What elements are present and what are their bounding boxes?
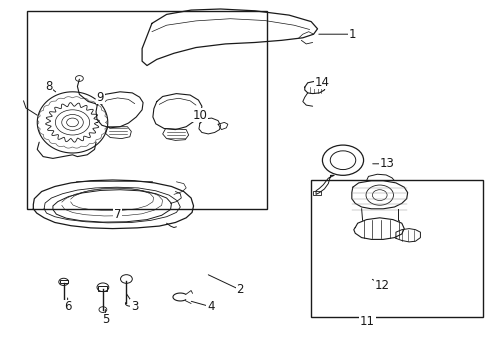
- Bar: [60, 280, 68, 283]
- Text: 5: 5: [101, 313, 109, 326]
- Bar: [311, 180, 483, 317]
- Text: 11: 11: [360, 315, 375, 328]
- Text: 3: 3: [131, 300, 139, 312]
- Text: 14: 14: [315, 76, 330, 89]
- Bar: [313, 191, 321, 195]
- Text: 6: 6: [64, 300, 72, 313]
- Text: 2: 2: [236, 283, 244, 296]
- Text: 4: 4: [207, 300, 215, 313]
- Text: 10: 10: [193, 109, 207, 122]
- Text: 9: 9: [97, 91, 104, 104]
- Text: 8: 8: [45, 80, 53, 93]
- Text: 13: 13: [380, 157, 394, 170]
- Bar: [27, 11, 267, 209]
- Text: 7: 7: [114, 208, 122, 221]
- Bar: [98, 286, 107, 291]
- Text: 12: 12: [375, 279, 390, 292]
- Text: 1: 1: [349, 28, 357, 41]
